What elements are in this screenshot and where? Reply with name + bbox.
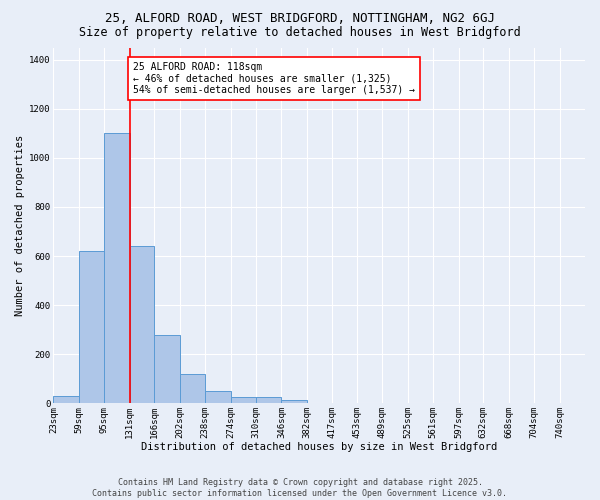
Text: 25, ALFORD ROAD, WEST BRIDGFORD, NOTTINGHAM, NG2 6GJ: 25, ALFORD ROAD, WEST BRIDGFORD, NOTTING…: [105, 12, 495, 26]
Bar: [104, 134, 130, 404]
Y-axis label: Number of detached properties: Number of detached properties: [15, 135, 25, 316]
Text: 25 ALFORD ROAD: 118sqm
← 46% of detached houses are smaller (1,325)
54% of semi-: 25 ALFORD ROAD: 118sqm ← 46% of detached…: [133, 62, 415, 96]
X-axis label: Distribution of detached houses by size in West Bridgford: Distribution of detached houses by size …: [141, 442, 497, 452]
Bar: [154, 334, 180, 404]
Bar: [79, 251, 104, 404]
Text: Size of property relative to detached houses in West Bridgford: Size of property relative to detached ho…: [79, 26, 521, 39]
Bar: [230, 397, 256, 404]
Bar: [281, 400, 307, 404]
Bar: [256, 397, 281, 404]
Text: Contains HM Land Registry data © Crown copyright and database right 2025.
Contai: Contains HM Land Registry data © Crown c…: [92, 478, 508, 498]
Bar: [130, 246, 154, 404]
Bar: [53, 396, 79, 404]
Bar: [180, 374, 205, 404]
Bar: [205, 391, 230, 404]
